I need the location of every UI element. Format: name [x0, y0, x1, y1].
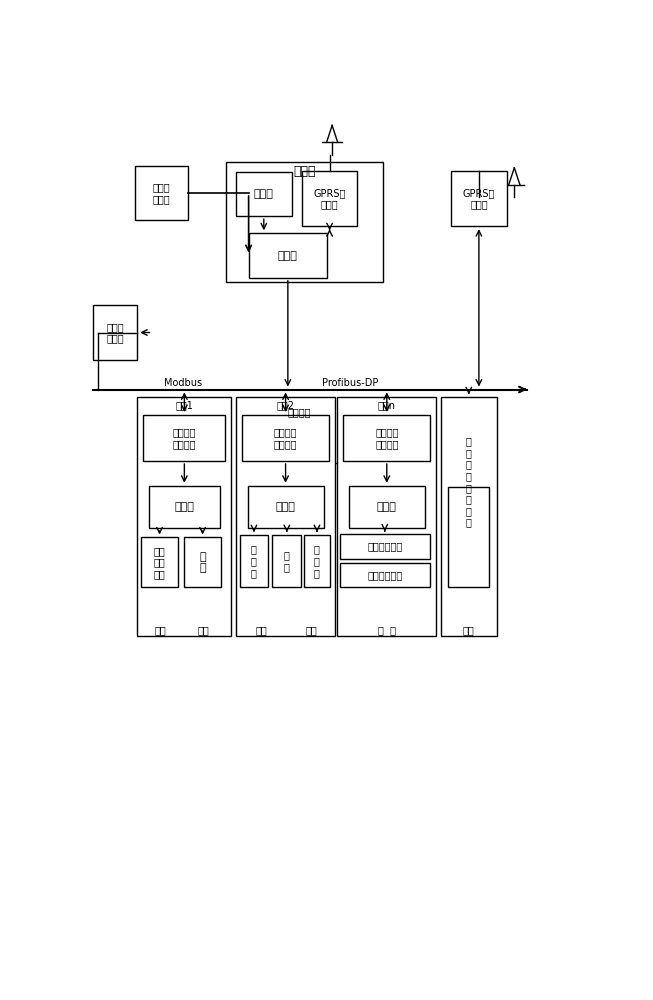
Text: 供
水: 供 水: [284, 550, 290, 572]
Text: Modbus: Modbus: [164, 378, 202, 388]
Bar: [141, 537, 178, 587]
Text: 振  动: 振 动: [378, 625, 396, 635]
Bar: [447, 487, 489, 587]
Text: 调度管
理部门: 调度管 理部门: [153, 182, 170, 204]
Bar: [340, 534, 430, 559]
Text: 单元1: 单元1: [176, 400, 193, 410]
Text: 液
压
油: 液 压 油: [251, 545, 257, 578]
Text: 单元n: 单元n: [378, 400, 396, 410]
Bar: [226, 162, 383, 282]
Bar: [240, 535, 268, 587]
Text: 电机、轴承、: 电机、轴承、: [367, 542, 402, 552]
Text: 流量: 流量: [306, 625, 318, 635]
Bar: [137, 397, 231, 636]
Text: 工控机: 工控机: [278, 251, 298, 261]
Bar: [302, 171, 357, 226]
Bar: [93, 305, 137, 360]
Bar: [242, 415, 329, 461]
Bar: [340, 563, 430, 587]
Text: 网络信号
采集模块: 网络信号 采集模块: [172, 427, 196, 449]
Text: 静压
轴承
供油: 静压 轴承 供油: [153, 546, 165, 579]
Text: 矿
浆: 矿 浆: [199, 552, 206, 573]
Text: 球
磨
机
、
静
压
轴
承: 球 磨 机 、 静 压 轴 承: [466, 436, 471, 528]
Text: 粒度: 粒度: [197, 625, 209, 635]
Bar: [249, 233, 327, 278]
Text: 电力光纤: 电力光纤: [287, 408, 311, 418]
Text: 传感器: 传感器: [377, 502, 397, 512]
Text: 温度: 温度: [154, 625, 166, 635]
Bar: [304, 535, 330, 587]
Bar: [184, 537, 221, 587]
Text: 压力: 压力: [255, 625, 267, 635]
Bar: [272, 535, 301, 587]
Bar: [135, 166, 188, 220]
Text: 现场监
视系统: 现场监 视系统: [106, 322, 124, 343]
Bar: [451, 171, 507, 226]
Text: 水
、
油: 水 、 油: [314, 545, 320, 578]
Bar: [337, 397, 436, 636]
Text: 网络信号
采集模块: 网络信号 采集模块: [274, 427, 297, 449]
Bar: [144, 415, 225, 461]
Bar: [247, 486, 323, 528]
Bar: [149, 486, 220, 528]
Bar: [441, 397, 497, 636]
Bar: [343, 415, 430, 461]
Bar: [349, 486, 424, 528]
Text: 网络信号
采集模块: 网络信号 采集模块: [375, 427, 398, 449]
Text: 电量: 电量: [463, 625, 475, 635]
Text: 减速机、滚筒: 减速机、滚筒: [367, 570, 402, 580]
Text: 传感器: 传感器: [276, 502, 296, 512]
Text: 传感器: 传感器: [174, 502, 195, 512]
Text: 控制室: 控制室: [293, 165, 315, 178]
Text: Profibus-DP: Profibus-DP: [322, 378, 378, 388]
Bar: [236, 172, 292, 216]
Text: GPRS无
线通讯: GPRS无 线通讯: [463, 188, 495, 209]
Text: 显示屏: 显示屏: [254, 189, 274, 199]
Bar: [236, 397, 335, 636]
Text: 单元2: 单元2: [277, 400, 295, 410]
Text: GPRS无
线通讯: GPRS无 线通讯: [313, 188, 346, 209]
